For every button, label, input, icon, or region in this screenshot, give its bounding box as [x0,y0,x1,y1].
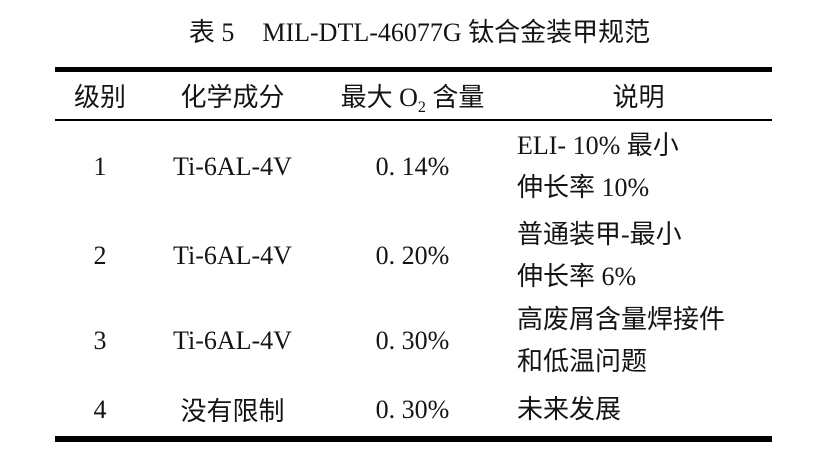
max-o2-cell: 0. 30% [375,394,450,424]
col-header-grade: 级别 [73,82,126,112]
grade-cell: 4 [93,394,107,424]
description-line-1: 未来发展 [517,394,622,424]
spec-table: 级别 化学成分 最大 O2 含量 说明 1 Ti-6AL-4V 0. 14% E… [55,67,772,442]
table-title: 表 5 MIL-DTL-46077G 钛合金装甲规范 [0,16,839,50]
description-line-1: 普通装甲-最小 [517,219,682,249]
grade-cell: 1 [93,152,107,181]
table-row: 4 没有限制 0. 30% 未来发展 [55,384,772,439]
grade-cell: 2 [93,240,107,270]
description-cell: 高废屑含量焊接件 和低温问题 [505,298,772,384]
max-o2-header-subscript: 2 [417,98,426,116]
table-header-row: 级别 化学成分 最大 O2 含量 说明 [55,70,772,120]
table-title-text: MIL-DTL-46077G 钛合金装甲规范 [262,18,651,47]
table-number: 表 5 [188,18,235,47]
composition-cell: Ti-6AL-4V [173,325,292,355]
table-row: 1 Ti-6AL-4V 0. 14% ELI- 10% 最小 伸长率 10% [55,120,772,214]
description-line-1: 高废屑含量焊接件 [517,304,726,334]
composition-cell: Ti-6AL-4V [173,152,292,181]
max-o2-cell: 0. 20% [375,240,450,270]
description-line-2: 伸长率 10% [517,173,650,202]
description-line-2: 伸长率 6% [517,261,637,291]
spec-table-container: 级别 化学成分 最大 O2 含量 说明 1 Ti-6AL-4V 0. 14% E… [55,67,772,442]
max-o2-cell: 0. 30% [375,325,450,355]
composition-cell: 没有限制 [180,397,285,426]
description-line-2: 和低温问题 [517,346,648,376]
grade-cell: 3 [93,325,107,355]
table-row: 2 Ti-6AL-4V 0. 20% 普通装甲-最小 伸长率 6% [55,214,772,298]
description-cell: 普通装甲-最小 伸长率 6% [505,214,772,298]
col-header-composition: 化学成分 [180,82,285,112]
description-cell: 未来发展 [505,384,772,439]
max-o2-cell: 0. 14% [375,152,450,181]
description-cell: ELI- 10% 最小 伸长率 10% [505,120,772,214]
max-o2-header-post: 含量 [425,82,485,112]
description-line-1: ELI- 10% 最小 [517,131,679,160]
col-header-description: 说明 [612,82,665,112]
col-header-max-o2: 最大 O2 含量 [320,70,505,120]
table-row: 3 Ti-6AL-4V 0. 30% 高废屑含量焊接件 和低温问题 [55,298,772,384]
composition-cell: Ti-6AL-4V [173,240,292,270]
max-o2-header-pre: 最大 O [340,82,418,112]
